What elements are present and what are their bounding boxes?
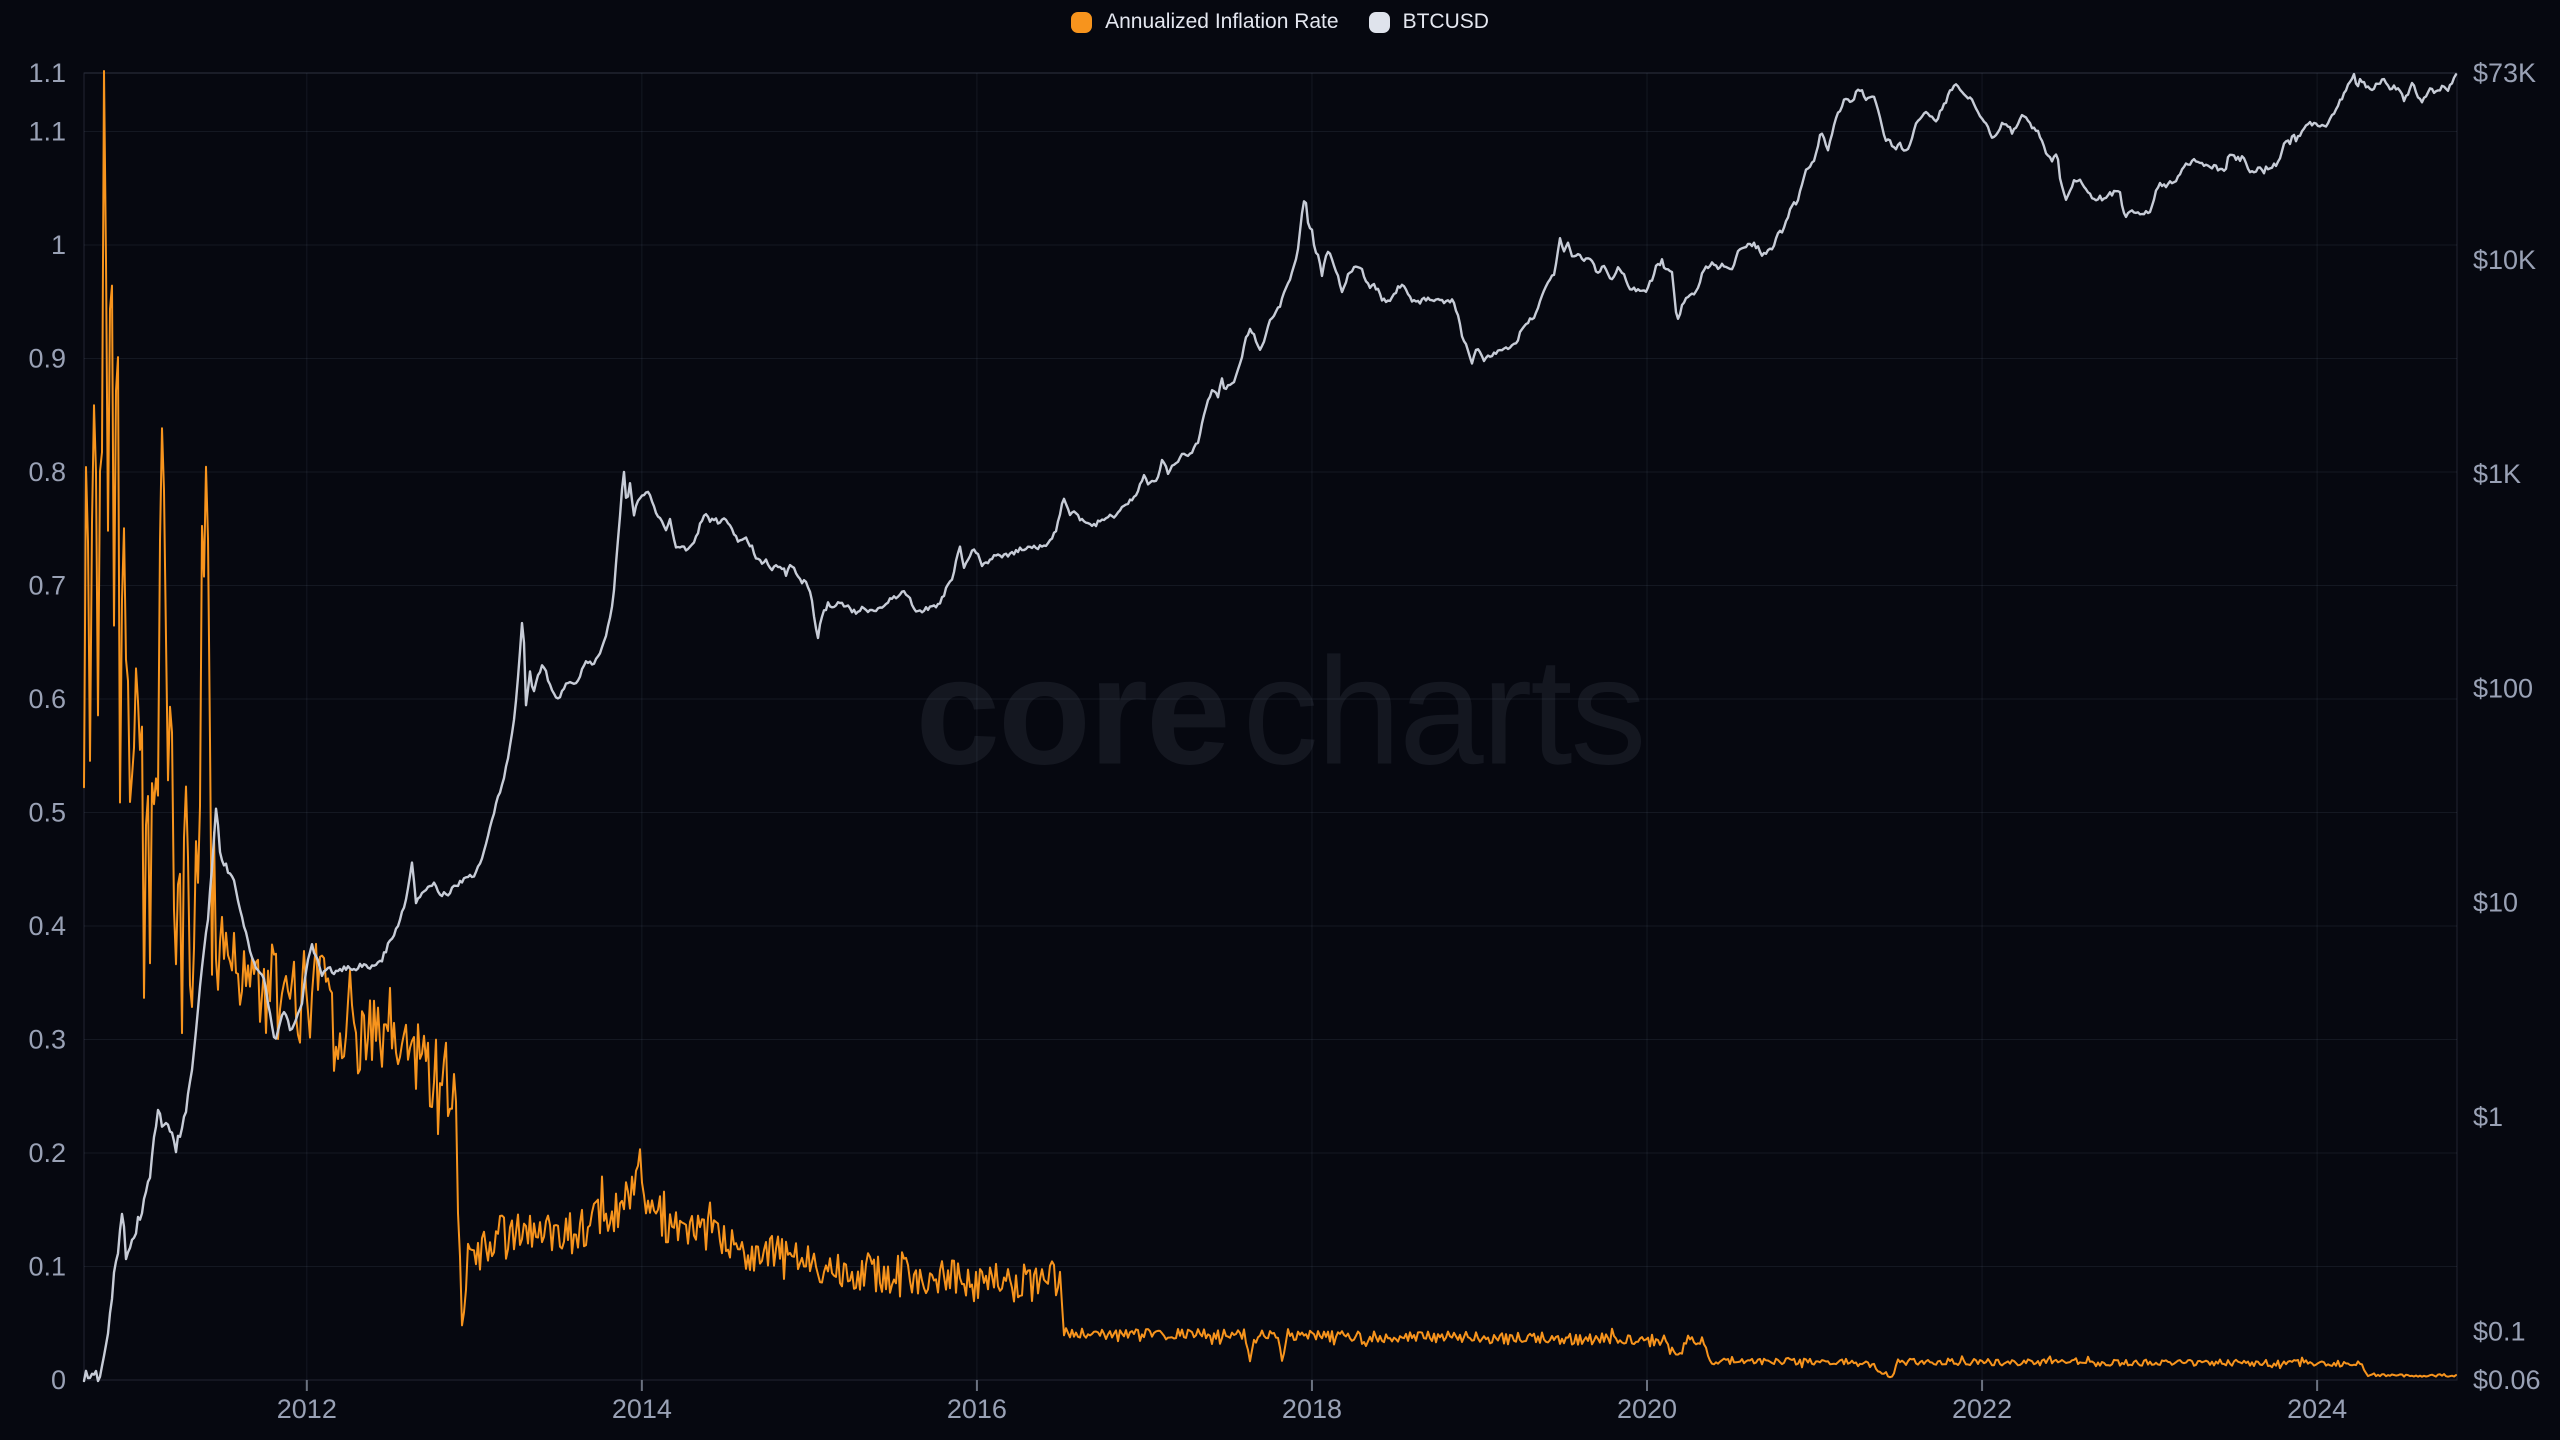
left-tick-label: 0.5 [28, 797, 66, 827]
right-axis: $0.06 $0.1 $1 $10 $100 $1K $10K $73K [2473, 58, 2541, 1395]
right-tick-label: $1 [2473, 1102, 2503, 1132]
legend-item-inflation[interactable]: Annualized Inflation Rate [1071, 10, 1339, 34]
watermark-core: core [915, 626, 1231, 797]
left-tick-label: 1.1 [28, 58, 66, 88]
x-tick-label: 2014 [612, 1394, 672, 1424]
x-axis: 2012 2014 2016 2018 2020 2022 2024 [277, 1380, 2347, 1424]
inflation-swatch-icon [1071, 11, 1093, 33]
left-tick-label: 0.9 [28, 343, 66, 373]
left-tick-label: 0.1 [28, 1251, 66, 1281]
x-tick-label: 2020 [1617, 1394, 1677, 1424]
watermark-charts: charts [1242, 626, 1647, 797]
plot-border-rect [83, 72, 2458, 1381]
x-tick-label: 2022 [1952, 1394, 2012, 1424]
left-tick-label: 0.6 [28, 684, 66, 714]
x-tick-label: 2016 [947, 1394, 1007, 1424]
right-tick-label: $73K [2473, 58, 2536, 88]
left-tick-label: 1 [51, 230, 66, 260]
btcusd-line [82, 72, 2458, 1383]
right-tick-label: $0.06 [2473, 1365, 2541, 1395]
plot-border [83, 72, 2458, 1381]
gridlines [84, 72, 2457, 1380]
right-tick-label: $10 [2473, 888, 2518, 918]
legend-item-btcusd[interactable]: BTCUSD [1368, 10, 1489, 34]
right-tick-label: $100 [2473, 673, 2533, 703]
x-tick-label: 2024 [2287, 1394, 2347, 1424]
left-axis: 0 0.1 0.2 0.3 0.4 0.5 0.6 0.7 0.8 0.9 1 1.1 1.1 [28, 58, 66, 1395]
chart-legend: Annualized Inflation Rate BTCUSD [0, 10, 2560, 34]
left-tick-label: 1.1 [28, 116, 66, 146]
right-tick-label: $1K [2473, 459, 2521, 489]
legend-label-btcusd: BTCUSD [1402, 10, 1489, 33]
x-tick-label: 2018 [1282, 1394, 1342, 1424]
left-tick-label: 0.7 [28, 570, 66, 600]
left-tick-label: 0.4 [28, 911, 66, 941]
left-tick-label: 0.3 [28, 1024, 66, 1054]
legend-label-inflation: Annualized Inflation Rate [1105, 10, 1339, 33]
left-tick-label: 0 [51, 1365, 66, 1395]
right-tick-label: $10K [2473, 245, 2536, 275]
left-tick-label: 0.2 [28, 1138, 66, 1168]
x-tick-label: 2012 [277, 1394, 337, 1424]
corecharts-watermark: corecharts [915, 625, 1647, 800]
inflation-rate-line [83, 70, 2457, 1379]
btcusd-swatch-icon [1368, 11, 1390, 33]
left-tick-label: 0.8 [28, 457, 66, 487]
right-tick-label: $0.1 [2473, 1316, 2526, 1346]
